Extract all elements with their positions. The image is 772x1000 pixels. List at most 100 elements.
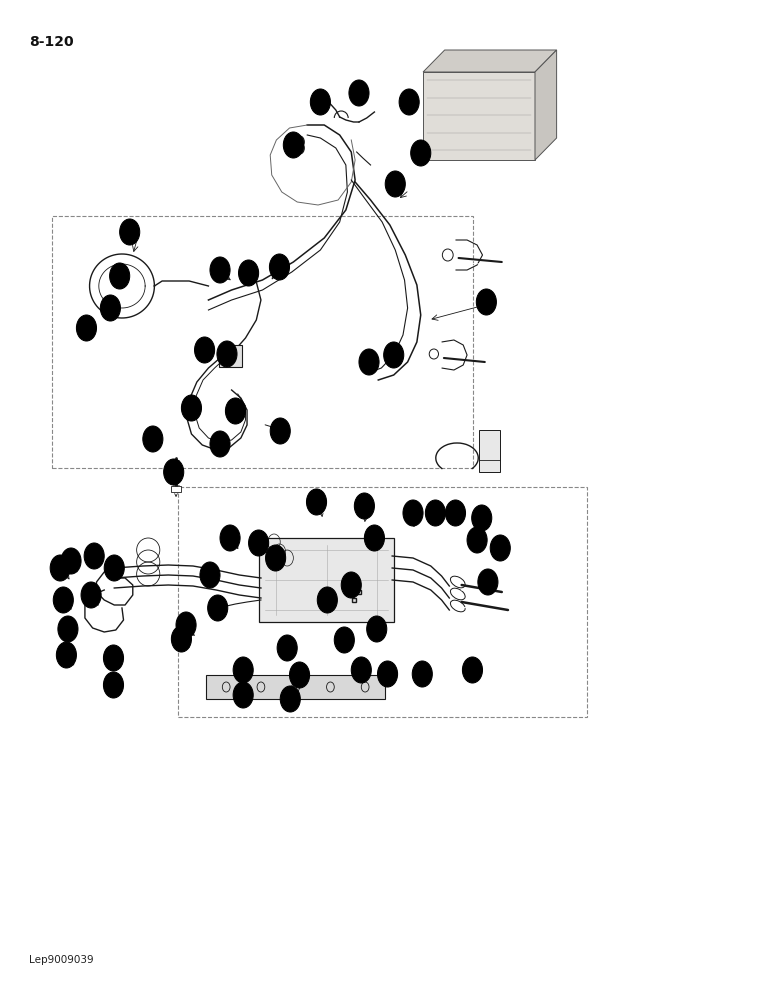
- Circle shape: [200, 562, 220, 588]
- Text: 19: 19: [470, 535, 484, 545]
- Circle shape: [164, 459, 184, 485]
- Text: 9: 9: [127, 227, 133, 237]
- Bar: [178, 487, 587, 717]
- Text: Lep9009039: Lep9009039: [29, 955, 94, 965]
- Text: 21: 21: [211, 603, 225, 613]
- Circle shape: [56, 642, 76, 668]
- Text: 3: 3: [296, 670, 303, 680]
- Text: 12: 12: [113, 271, 127, 281]
- Text: 23: 23: [388, 179, 402, 189]
- Circle shape: [249, 530, 269, 556]
- Text: 25: 25: [84, 590, 98, 600]
- Text: 2: 2: [287, 694, 293, 704]
- Text: 29: 29: [269, 553, 283, 563]
- Text: 11: 11: [213, 439, 227, 449]
- Circle shape: [225, 398, 245, 424]
- Circle shape: [277, 635, 297, 661]
- Circle shape: [478, 569, 498, 595]
- Circle shape: [280, 686, 300, 712]
- Text: 29: 29: [252, 538, 266, 548]
- Circle shape: [103, 645, 124, 671]
- Circle shape: [462, 657, 482, 683]
- Text: 31: 31: [310, 497, 323, 507]
- Circle shape: [181, 395, 201, 421]
- Text: 1: 1: [284, 643, 290, 653]
- Text: 10: 10: [273, 262, 286, 272]
- Circle shape: [270, 418, 290, 444]
- Text: 19: 19: [59, 650, 73, 660]
- Text: 28: 28: [367, 533, 381, 543]
- Circle shape: [104, 555, 124, 581]
- Circle shape: [217, 341, 237, 367]
- Circle shape: [266, 545, 286, 571]
- Text: 9: 9: [188, 403, 195, 413]
- Text: 33: 33: [53, 563, 67, 573]
- Circle shape: [334, 627, 354, 653]
- Text: 20: 20: [479, 297, 493, 307]
- Circle shape: [472, 505, 492, 531]
- Circle shape: [295, 142, 304, 154]
- Text: 18: 18: [354, 665, 368, 675]
- Text: 26: 26: [344, 580, 358, 590]
- Text: 14: 14: [475, 513, 489, 523]
- Text: 12: 12: [387, 350, 401, 360]
- Text: 12: 12: [229, 406, 242, 416]
- Text: 19: 19: [337, 635, 351, 645]
- Text: 17: 17: [381, 669, 394, 679]
- Text: 34: 34: [107, 563, 121, 573]
- Circle shape: [341, 572, 361, 598]
- Circle shape: [103, 672, 124, 698]
- Circle shape: [120, 219, 140, 245]
- Circle shape: [425, 500, 445, 526]
- Circle shape: [233, 657, 253, 683]
- Text: 30: 30: [406, 508, 420, 518]
- Circle shape: [143, 426, 163, 452]
- Circle shape: [411, 140, 431, 166]
- Circle shape: [76, 315, 96, 341]
- Text: 28: 28: [203, 570, 217, 580]
- Circle shape: [208, 595, 228, 621]
- FancyBboxPatch shape: [259, 538, 394, 622]
- Text: 6: 6: [240, 690, 246, 700]
- Text: 10: 10: [220, 349, 234, 359]
- Text: 10: 10: [146, 434, 160, 444]
- Text: 15: 15: [415, 669, 429, 679]
- Text: 5: 5: [240, 665, 246, 675]
- Text: 10: 10: [320, 595, 334, 605]
- Text: 18: 18: [107, 653, 120, 663]
- Text: 8: 8: [217, 265, 223, 275]
- Text: 4: 4: [178, 634, 185, 644]
- Circle shape: [110, 263, 130, 289]
- Text: 16: 16: [402, 97, 416, 107]
- Circle shape: [84, 543, 104, 569]
- Circle shape: [349, 80, 369, 106]
- Circle shape: [171, 626, 191, 652]
- Circle shape: [269, 254, 290, 280]
- Text: 22: 22: [286, 140, 300, 150]
- Text: 35: 35: [167, 467, 181, 477]
- Circle shape: [378, 661, 398, 687]
- Text: 8-120: 8-120: [29, 35, 74, 49]
- Circle shape: [61, 548, 81, 574]
- Text: 17: 17: [107, 680, 120, 690]
- Circle shape: [239, 260, 259, 286]
- Text: 22: 22: [466, 665, 479, 675]
- Text: 17: 17: [352, 88, 366, 98]
- Circle shape: [100, 295, 120, 321]
- Circle shape: [367, 616, 387, 642]
- Circle shape: [364, 525, 384, 551]
- Text: 29: 29: [64, 556, 78, 566]
- Polygon shape: [423, 50, 557, 72]
- Text: 24: 24: [414, 148, 428, 158]
- Circle shape: [220, 525, 240, 551]
- Text: 7: 7: [201, 345, 208, 355]
- Text: 16: 16: [481, 577, 495, 587]
- Circle shape: [399, 89, 419, 115]
- Circle shape: [53, 587, 73, 613]
- Circle shape: [195, 337, 215, 363]
- Circle shape: [385, 171, 405, 197]
- Circle shape: [445, 500, 466, 526]
- Bar: [52, 216, 473, 468]
- Circle shape: [317, 587, 337, 613]
- Circle shape: [354, 493, 374, 519]
